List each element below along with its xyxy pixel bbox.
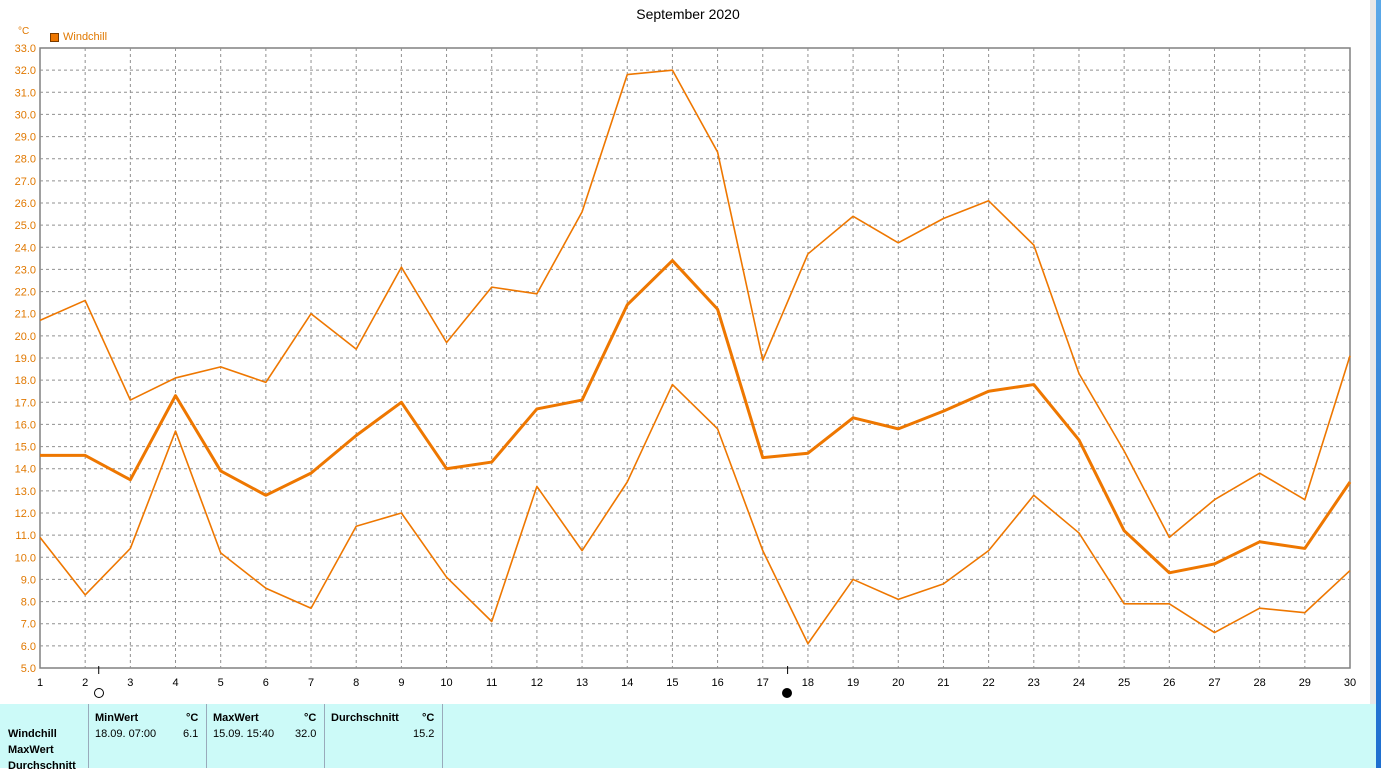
avg-unit: °C: [422, 712, 435, 724]
x-tick-label: 9: [398, 677, 404, 689]
y-tick-label: 13.0: [15, 486, 36, 498]
x-tick-label: 18: [802, 677, 814, 689]
x-tick-label: 24: [1073, 677, 1085, 689]
x-tick-label: 2: [82, 677, 88, 689]
x-tick-label: 28: [1254, 677, 1266, 689]
y-tick-label: 32.0: [15, 65, 36, 77]
x-tick-label: 17: [757, 677, 769, 689]
row-label-maxwert: MaxWert: [8, 744, 54, 756]
max-date: 15.09. 15:40: [213, 728, 275, 740]
x-tick-label: 5: [218, 677, 224, 689]
x-tick-label: 7: [308, 677, 314, 689]
x-tick-label: 13: [576, 677, 588, 689]
legend: Windchill: [50, 31, 107, 43]
y-tick-label: 23.0: [15, 264, 36, 276]
avg-header: Durchschnitt: [331, 712, 399, 724]
y-tick-label: 15.0: [15, 442, 36, 454]
open-circle-marker: [94, 688, 104, 698]
x-tick-label: 23: [1028, 677, 1040, 689]
y-tick-label: 19.0: [15, 353, 36, 365]
x-tick-label: 12: [531, 677, 543, 689]
stat-block-min: MinWert °C 18.09. 07:00 6.1: [88, 704, 206, 768]
filled-circle-marker: [782, 688, 792, 698]
y-tick-label: 30.0: [15, 109, 36, 121]
y-tick-label: 5.0: [21, 663, 36, 675]
min-unit: °C: [186, 712, 199, 724]
x-tick-label: 6: [263, 677, 269, 689]
x-tick-label: 3: [127, 677, 133, 689]
x-tick-label: 30: [1344, 677, 1356, 689]
x-tick-label: 10: [440, 677, 452, 689]
y-tick-label: 6.0: [21, 641, 36, 653]
y-tick-label: 27.0: [15, 176, 36, 188]
y-tick-label: 14.0: [15, 464, 36, 476]
statistics-panel: Windchill MaxWert Durchschnitt MinWert °…: [0, 704, 1376, 772]
y-tick-label: 25.0: [15, 220, 36, 232]
y-tick-label: 33.0: [15, 43, 36, 55]
y-tick-label: 17.0: [15, 397, 36, 409]
min-value: 6.1: [183, 728, 199, 740]
y-tick-label: 20.0: [15, 331, 36, 343]
x-tick-label: 27: [1208, 677, 1220, 689]
x-tick-label: 22: [982, 677, 994, 689]
y-tick-label: 28.0: [15, 154, 36, 166]
avg-value: 15.2: [413, 728, 435, 740]
y-tick-label: 12.0: [15, 508, 36, 520]
x-tick-label: 8: [353, 677, 359, 689]
y-tick-label: 22.0: [15, 287, 36, 299]
x-tick-label: 15: [666, 677, 678, 689]
legend-label-windchill: Windchill: [63, 31, 108, 43]
series-line-max: [39, 69, 1351, 539]
y-tick-label: 26.0: [15, 198, 36, 210]
line-chart: 5.0 6.0 7.0 8.0 9.0 10.0 11.0 12.0 13.0 14.0 15.0 1…: [15, 43, 1357, 689]
chart-title: September 2020: [636, 6, 740, 22]
x-tick-label: 4: [172, 677, 178, 689]
y-tick-label: 11.0: [15, 530, 36, 542]
y-tick-label: 29.0: [15, 132, 36, 144]
y-tick-label: 18.0: [15, 375, 36, 387]
y-tick-label: 10.0: [15, 552, 36, 564]
stat-block-max: MaxWert °C 15.09. 15:40 32.0: [206, 704, 324, 768]
x-tick-label: 26: [1163, 677, 1175, 689]
y-tick-label: 31.0: [15, 87, 36, 99]
row-label-durchschnitt: Durchschnitt: [8, 760, 76, 772]
max-header: MaxWert: [213, 712, 259, 724]
y-tick-label: 8.0: [21, 597, 36, 609]
min-date: 18.09. 07:00: [95, 728, 157, 740]
series-line-avg: [40, 259, 1352, 575]
series-line-min: [39, 383, 1351, 645]
max-unit: °C: [304, 712, 317, 724]
y-tick-label: 24.0: [15, 242, 36, 254]
y-axis-unit: °C: [18, 26, 30, 37]
y-tick-label: 16.0: [15, 419, 36, 431]
x-tick-label: 29: [1299, 677, 1311, 689]
x-tick-label: 11: [486, 677, 497, 689]
desktop-edge: [1376, 0, 1381, 768]
x-tick-label: 20: [892, 677, 904, 689]
x-tick-label: 21: [937, 677, 949, 689]
min-header: MinWert: [95, 712, 139, 724]
x-tick-label: 19: [847, 677, 859, 689]
x-tick-label: 14: [621, 677, 633, 689]
row-label-windchill: Windchill: [8, 728, 57, 740]
legend-swatch-windchill: [50, 32, 59, 42]
stat-block-avg: Durchschnitt °C 15.2: [324, 704, 443, 768]
y-tick-label: 21.0: [15, 309, 36, 321]
max-value: 32.0: [295, 728, 317, 740]
x-tick-label: 25: [1118, 677, 1130, 689]
window-edge: [1370, 0, 1376, 768]
x-tick-label: 1: [37, 677, 43, 689]
y-tick-label: 9.0: [21, 574, 36, 586]
x-tick-label: 16: [711, 677, 723, 689]
y-tick-label: 7.0: [21, 619, 36, 631]
